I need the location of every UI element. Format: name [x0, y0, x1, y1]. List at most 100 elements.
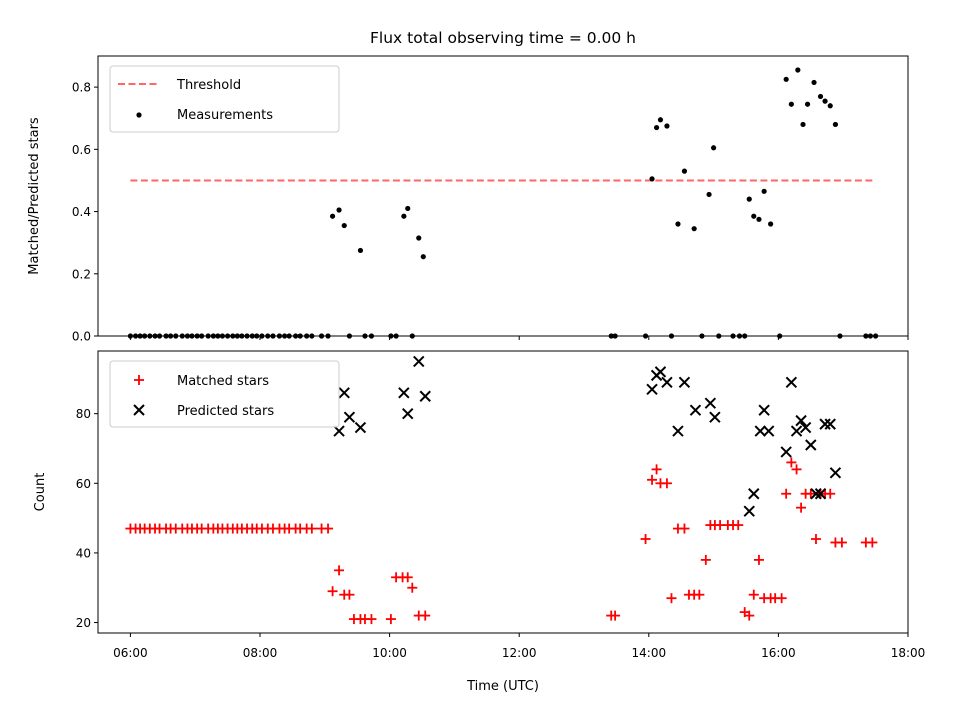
- matched-star-point: [323, 523, 334, 534]
- measurement-point: [336, 207, 342, 213]
- bottom-axes-frame: [97, 350, 909, 634]
- predicted-star-point: [824, 418, 836, 430]
- matched-star-point: [651, 464, 662, 475]
- matched-star-point: [694, 589, 705, 600]
- x-tick-label: 06:00: [113, 646, 148, 660]
- top-y-tick-label: 0.4: [72, 205, 91, 219]
- predicted-star-point: [790, 425, 803, 437]
- measurement-point: [649, 176, 655, 182]
- bottom-y-tick-label: 80: [76, 407, 91, 421]
- predicted-star-point: [689, 404, 702, 416]
- matched-star-point: [661, 478, 672, 489]
- matched-legend-label: Matched stars: [177, 374, 269, 389]
- predicted-star-point: [343, 411, 356, 423]
- matched-star-point: [306, 523, 317, 534]
- measurement-point: [357, 247, 364, 254]
- matched-star-point: [420, 610, 431, 621]
- measurement-point: [675, 221, 681, 227]
- x-tick-label: 16:00: [761, 646, 796, 660]
- predicted-star-point: [743, 505, 755, 517]
- predicted-star-point: [419, 390, 431, 402]
- chart-title: Flux total observing time = 0.00 h: [370, 29, 636, 47]
- measurement-point: [756, 216, 762, 222]
- top-panel: 0.0 0.2 0.4 0.6 0.8 Threshold Measurements: [72, 55, 909, 344]
- matched-star-point: [733, 520, 744, 531]
- matched-star-point: [836, 537, 847, 548]
- measurement-point: [795, 67, 801, 73]
- top-legend-box: [109, 65, 340, 133]
- predicted-star-point: [398, 387, 410, 399]
- x-tick-label: 10:00: [372, 646, 407, 660]
- predicted-star-point: [810, 488, 822, 500]
- predicted-star-point: [704, 397, 717, 409]
- measurements-legend-label: Measurements: [177, 108, 273, 123]
- measurement-point: [657, 117, 664, 123]
- top-y-tick-label: 0.2: [72, 267, 91, 281]
- measurement-point: [804, 101, 811, 107]
- predicted-star-point: [672, 425, 684, 437]
- measurement-point: [768, 221, 774, 227]
- measurement-point: [761, 188, 767, 194]
- measurement-point: [405, 205, 411, 212]
- matched-star-point: [610, 610, 621, 621]
- predicted-star-point: [654, 366, 667, 378]
- predicted-star-point: [758, 404, 770, 416]
- matched-star-point: [402, 572, 413, 583]
- measurement-point: [711, 145, 717, 151]
- matched-star-point: [640, 534, 651, 544]
- bottom-legend: Matched stars Predicted stars: [109, 360, 340, 428]
- matched-star-point: [867, 537, 878, 548]
- bottom-panel: 20 40 60 80 06:00 08:00 10:00 12:00 14:00 16:00 18…: [76, 350, 925, 660]
- measurement-point: [746, 196, 752, 202]
- predicted-star-point: [413, 355, 425, 368]
- top-y-tick-label: 0.0: [72, 330, 91, 344]
- measurement-point: [817, 93, 824, 100]
- matched-star-point: [700, 554, 711, 565]
- predicted-legend-swatch: [133, 404, 145, 416]
- matched-star-point: [344, 589, 355, 600]
- measurement-point: [788, 101, 794, 107]
- matched-star-point: [327, 586, 338, 597]
- bottom-legend-box: [109, 360, 340, 428]
- measurement-point: [420, 254, 426, 260]
- x-tick-label: 12:00: [502, 646, 537, 660]
- predicted-star-point: [748, 488, 760, 500]
- matched-star-point: [791, 464, 802, 475]
- matched-star-point: [647, 474, 658, 485]
- matched-star-point: [781, 488, 792, 499]
- bottom-y-axis-label: Count: [33, 473, 48, 512]
- measurement-point: [822, 98, 828, 104]
- threshold-legend-label: Threshold: [176, 78, 241, 93]
- measurement-point: [811, 79, 817, 86]
- matched-star-point: [825, 488, 836, 499]
- measurement-point: [800, 121, 806, 128]
- bottom-y-tick-label: 20: [76, 616, 91, 630]
- x-tick-label: 08:00: [243, 646, 278, 660]
- measurement-point: [706, 191, 712, 198]
- top-y-axis-label: Matched/Predicted stars: [27, 117, 42, 275]
- measurement-point: [664, 123, 670, 129]
- predicted-star-point: [754, 425, 766, 437]
- measurement-point: [416, 235, 422, 241]
- predicted-legend-label: Predicted stars: [177, 404, 274, 419]
- predicted-star-point: [799, 421, 812, 434]
- matched-star-point: [679, 523, 690, 534]
- predicted-star-point: [354, 421, 367, 434]
- predicted-star-point: [762, 425, 775, 437]
- predicted-star-point: [333, 425, 345, 437]
- bottom-y-tick-label: 40: [76, 546, 91, 560]
- top-axes-frame: [97, 55, 909, 337]
- x-tick-label: 14:00: [632, 646, 667, 660]
- predicted-star-point: [795, 414, 807, 427]
- predicted-star-point: [814, 488, 827, 500]
- predicted-star-point: [829, 467, 842, 479]
- matched-star-point: [753, 554, 764, 565]
- predicted-star-point: [780, 446, 792, 458]
- x-axis-label: Time (UTC): [466, 679, 539, 694]
- matched-star-point: [366, 614, 377, 625]
- measurement-point: [341, 222, 347, 229]
- predicted-star-point: [646, 383, 658, 396]
- measurement-point: [401, 213, 407, 219]
- matched-star-point: [666, 593, 677, 604]
